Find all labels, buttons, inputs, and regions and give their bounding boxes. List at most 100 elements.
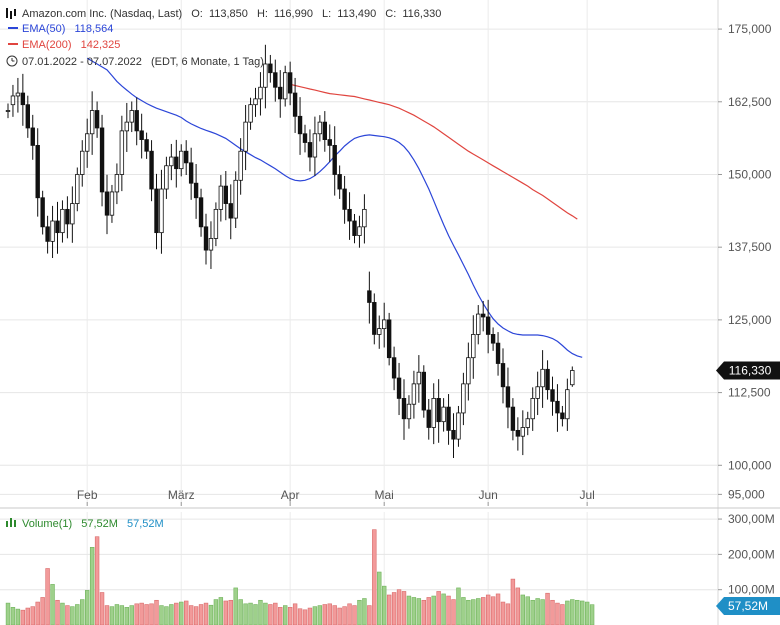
candle-body-down [223,185,228,204]
candle [525,411,530,436]
last-price-tag: 116,330 [716,361,780,380]
volume-bar [391,592,397,625]
volume-bar [104,605,110,625]
candle-body-down [386,319,392,359]
volume-bar [386,594,392,625]
candle [555,384,560,432]
candle-body-down [550,389,555,402]
candle [352,214,357,244]
volume-bar [188,605,194,625]
svg-text:EMA(50) 118,564: EMA(50) 118,564 [22,23,113,35]
candle [263,44,268,109]
volume-bar [505,603,511,625]
price-axis: 175,000 162,500 150,000 137,500 125,000 112,5… [718,22,772,501]
volume-tick-label: 300,00M [728,512,775,526]
ema200-path [290,83,578,220]
candle-body-up [362,208,367,228]
volume-bar [560,604,565,625]
candle [188,147,194,200]
volume-bar [416,598,422,625]
volume-bar [584,601,590,625]
volume-bar [169,604,174,625]
volume-bar [357,599,362,625]
candle-body-down [287,72,293,94]
candle [99,114,105,207]
volume-bar [134,603,139,625]
candle-body-down [342,188,347,210]
candle-body-up [476,313,481,335]
candle-body-down [198,197,204,228]
candle-body-down [436,398,441,423]
candle [30,114,35,160]
candle-body-up [124,121,129,132]
candle-body-down [401,398,407,420]
candle-body-up [248,104,253,123]
volume-icon [6,518,16,527]
candle-body-down [347,208,352,222]
candle [248,97,253,130]
candle [258,72,263,116]
candle-body-up [317,121,323,135]
candle-body-down [426,409,431,428]
volume-bar [70,606,75,625]
candle-body-down [451,429,456,440]
candle [89,91,95,155]
volume-bar [545,592,550,625]
volume-bar [174,602,179,625]
volume-bar [20,609,26,625]
candle-body-up [159,188,164,234]
candle [253,87,258,117]
candle-body-down [545,368,550,391]
volume-bar [421,599,426,625]
volume-bar [144,604,149,625]
candle-body-down [183,150,189,164]
candle-body-down [55,220,60,234]
candle [545,360,550,400]
clock-icon [6,55,18,67]
candle [45,215,50,254]
candle-body-down [322,121,327,140]
period-range: 07.01.2022 - 07.07.2022 [22,56,142,68]
time-tick-label: Jul [579,488,594,502]
volume-bar [337,607,342,625]
candle-body-down [490,334,496,344]
candle [480,300,486,332]
candle-body-down [203,226,209,251]
volume-bar [451,599,456,625]
candle-body-up [218,185,224,210]
volume-bar [223,600,228,625]
candle-body-down [154,188,159,234]
candle [446,394,451,445]
candle-body-down [144,139,149,152]
volume-bar [139,602,144,625]
candle [530,387,535,431]
candle-body-up [208,238,214,251]
volume-bar [40,597,45,625]
volume-bar [218,597,224,625]
candle [461,372,466,426]
volume-bar [515,587,521,625]
candle-body-up [525,418,530,428]
candle [40,190,45,235]
candle [471,315,476,379]
candle-body-down [495,342,501,364]
candle-body-up [357,226,362,236]
volume-bar [446,595,451,625]
volume-tick-label: 100,00M [728,583,775,597]
volume-bar [485,594,491,625]
volume-bar [367,605,372,625]
volume-bar [278,607,283,625]
close-value: 116,330 [402,8,441,20]
candle-body-up [169,156,174,167]
open-label: O: [191,8,203,20]
time-tick-label: Apr [281,488,300,502]
candle-body-down [337,174,342,190]
price-tick-label: 175,000 [728,22,772,36]
volume-bar [25,607,30,625]
candle-body-up [535,386,540,399]
volume-bar [297,608,303,625]
candle-body-up [89,110,95,135]
candle-body-down [228,203,233,219]
candle-body-down [30,127,35,146]
volume-bar [263,602,268,625]
